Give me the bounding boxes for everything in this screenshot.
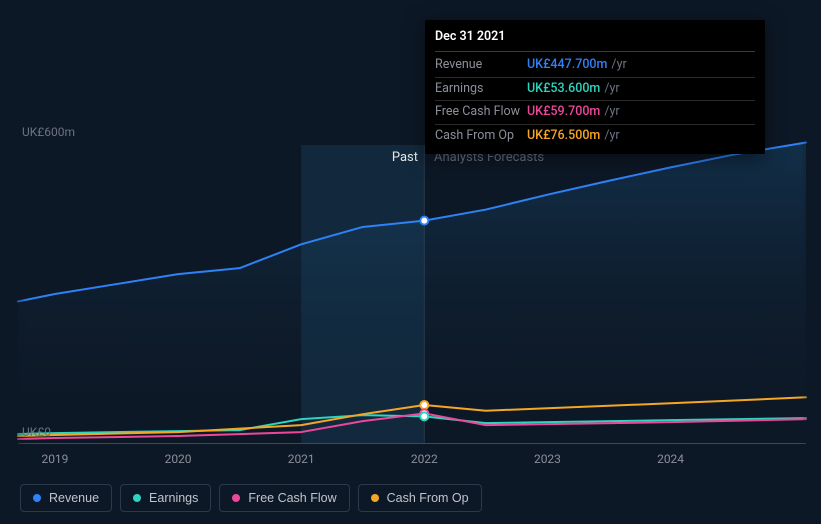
legend: Revenue Earnings Free Cash Flow Cash From O… xyxy=(20,484,482,512)
x-tick: 2019 xyxy=(41,452,68,466)
tooltip-row-label: Earnings xyxy=(435,80,527,99)
legend-label: Free Cash Flow xyxy=(248,491,336,505)
x-tick: 2020 xyxy=(165,452,192,466)
tooltip-row: Free Cash FlowUK£59.700m/yr xyxy=(435,101,755,125)
tooltip-row: RevenueUK£447.700m/yr xyxy=(435,54,755,78)
legend-item-cfo[interactable]: Cash From Op xyxy=(358,484,482,512)
tooltip-row-unit: /yr xyxy=(604,103,619,122)
split-label-past: Past xyxy=(392,150,418,165)
x-tick: 2022 xyxy=(411,452,438,466)
legend-label: Cash From Op xyxy=(387,491,469,505)
legend-dot-icon xyxy=(133,494,141,502)
tooltip-row-value: UK£53.600m xyxy=(527,80,600,99)
tooltip-row: EarningsUK£53.600m/yr xyxy=(435,78,755,102)
tooltip-row-label: Cash From Op xyxy=(435,127,527,146)
tooltip-row-value: UK£76.500m xyxy=(527,127,600,146)
chart-tooltip: Dec 31 2021 RevenueUK£447.700m/yrEarning… xyxy=(425,20,765,154)
legend-item-fcf[interactable]: Free Cash Flow xyxy=(219,484,349,512)
legend-dot-icon xyxy=(371,494,379,502)
tooltip-row-label: Revenue xyxy=(435,56,527,75)
tooltip-row: Cash From OpUK£76.500m/yr xyxy=(435,125,755,148)
legend-label: Revenue xyxy=(49,491,99,505)
x-tick: 2021 xyxy=(288,452,315,466)
tooltip-date: Dec 31 2021 xyxy=(435,28,755,52)
legend-dot-icon xyxy=(33,494,41,502)
legend-item-revenue[interactable]: Revenue xyxy=(20,484,112,512)
tooltip-row-unit: /yr xyxy=(611,56,626,75)
legend-item-earnings[interactable]: Earnings xyxy=(120,484,211,512)
x-tick: 2024 xyxy=(657,452,684,466)
tooltip-row-value: UK£59.700m xyxy=(527,103,600,122)
x-tick: 2023 xyxy=(534,452,561,466)
y-tick-min: UK£0 xyxy=(22,425,51,439)
tooltip-row-label: Free Cash Flow xyxy=(435,103,527,122)
tooltip-row-unit: /yr xyxy=(604,80,619,99)
tooltip-row-value: UK£447.700m xyxy=(527,56,607,75)
legend-dot-icon xyxy=(232,494,240,502)
financials-chart: UK£600m UK£0 2019 2020 2021 2022 2023 2024 Pa… xyxy=(0,0,821,524)
y-tick-max: UK£600m xyxy=(22,125,75,139)
tooltip-row-unit: /yr xyxy=(604,127,619,146)
legend-label: Earnings xyxy=(149,491,198,505)
